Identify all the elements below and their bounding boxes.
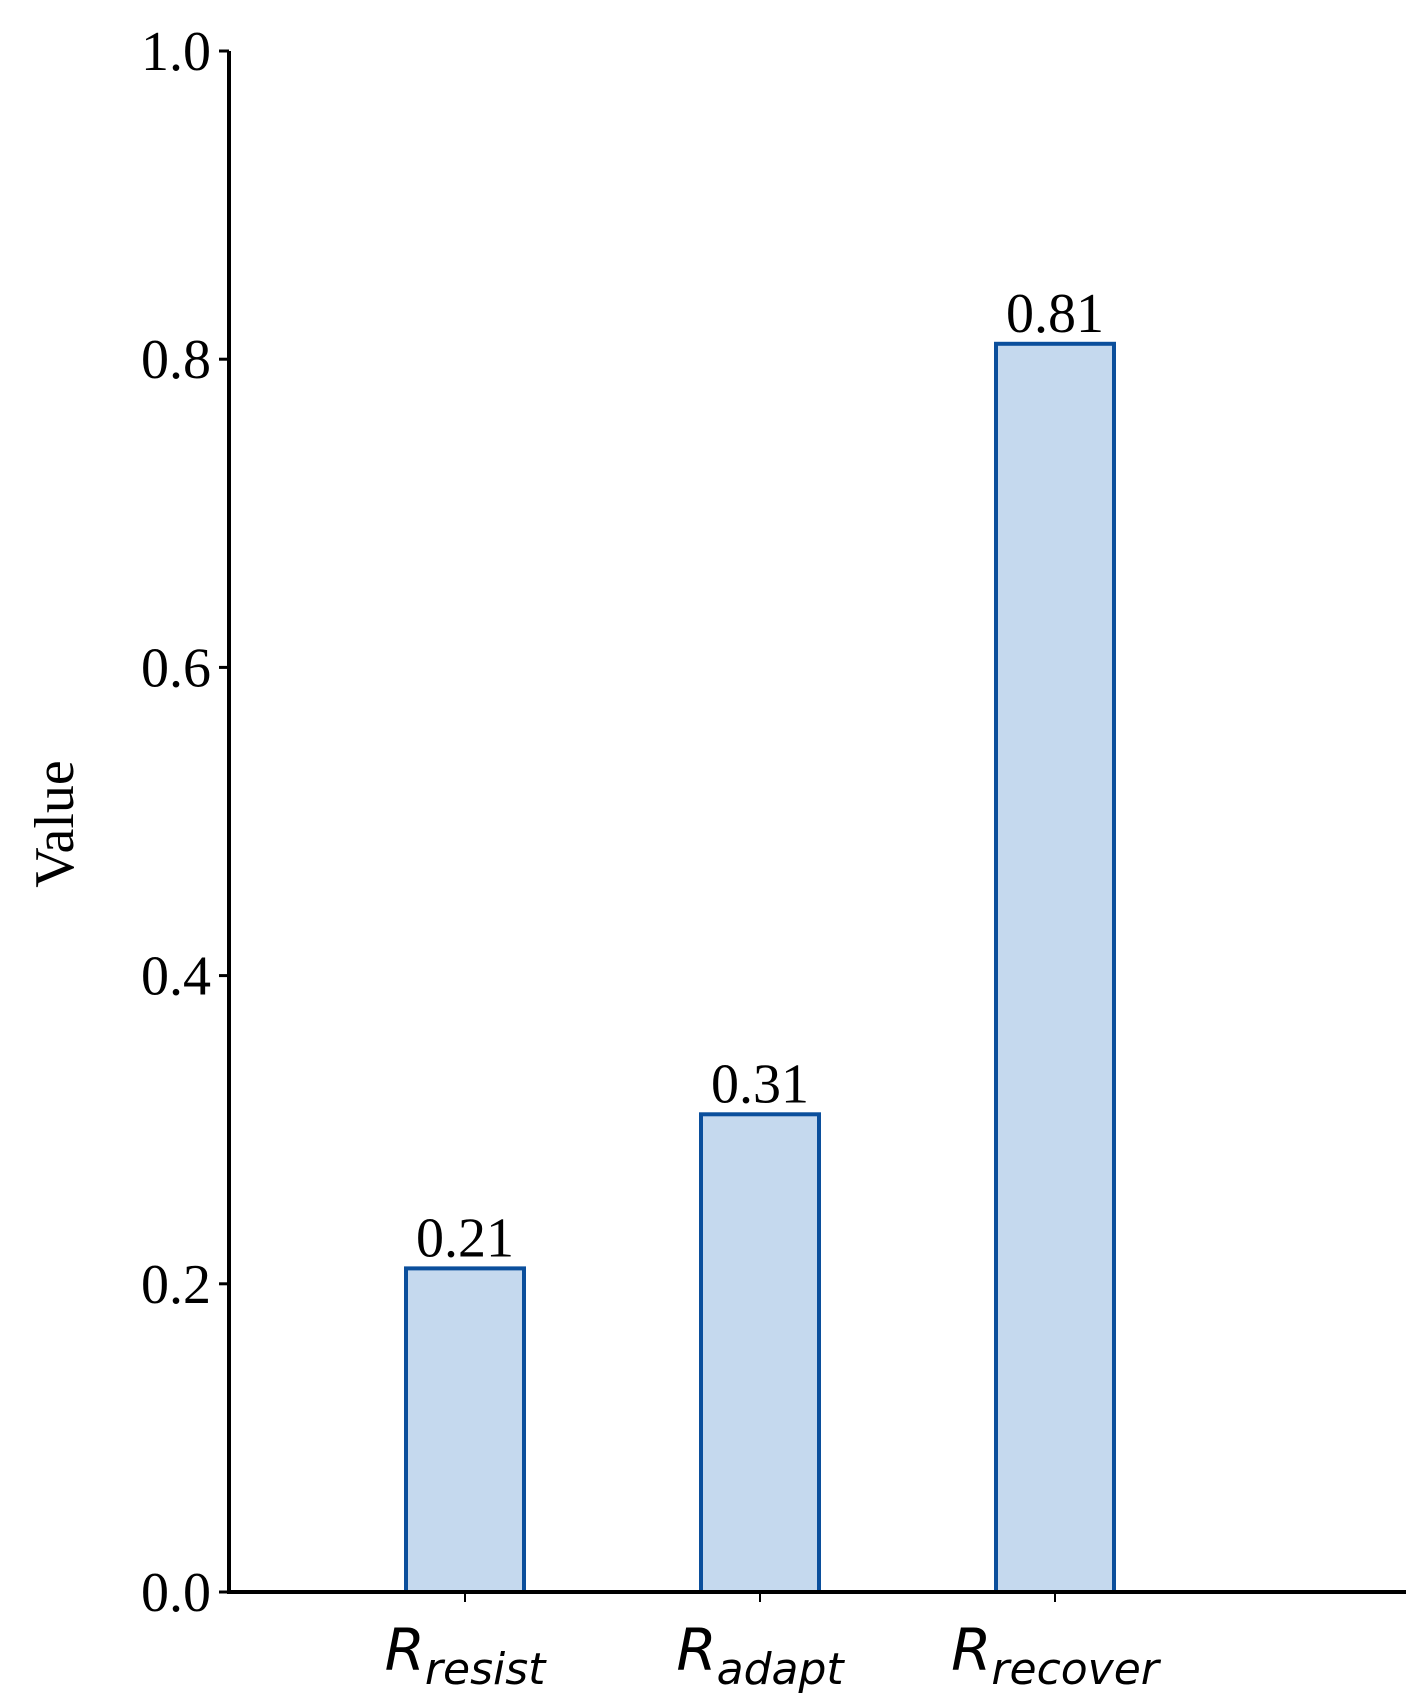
y-tick-label: 0.6	[141, 637, 211, 699]
x-tick-label: Rrecover	[951, 1616, 1162, 1694]
category-subscript: recover	[991, 1644, 1161, 1694]
category-subscript: resist	[425, 1644, 547, 1694]
bar	[994, 341, 1116, 1594]
category-symbol: R	[385, 1616, 425, 1684]
y-axis-label: Value	[24, 760, 86, 888]
value-label: 0.31	[711, 1053, 809, 1115]
value-label: 0.81	[1006, 283, 1104, 345]
category-subscript: adapt	[717, 1644, 846, 1694]
y-tick-label: 0.0	[141, 1562, 211, 1624]
category-symbol: R	[951, 1616, 991, 1684]
bar	[404, 1266, 526, 1594]
category-symbol: R	[676, 1616, 716, 1684]
x-tick-label: Radapt	[676, 1616, 845, 1694]
y-tick-label: 0.4	[141, 946, 211, 1008]
y-tick-label: 0.8	[141, 329, 211, 391]
y-tick-label: 1.0	[141, 21, 211, 83]
value-label: 0.21	[416, 1207, 514, 1269]
y-tick-label: 0.2	[141, 1254, 211, 1316]
bar	[699, 1112, 821, 1595]
x-tick-label: Rresist	[385, 1616, 548, 1694]
